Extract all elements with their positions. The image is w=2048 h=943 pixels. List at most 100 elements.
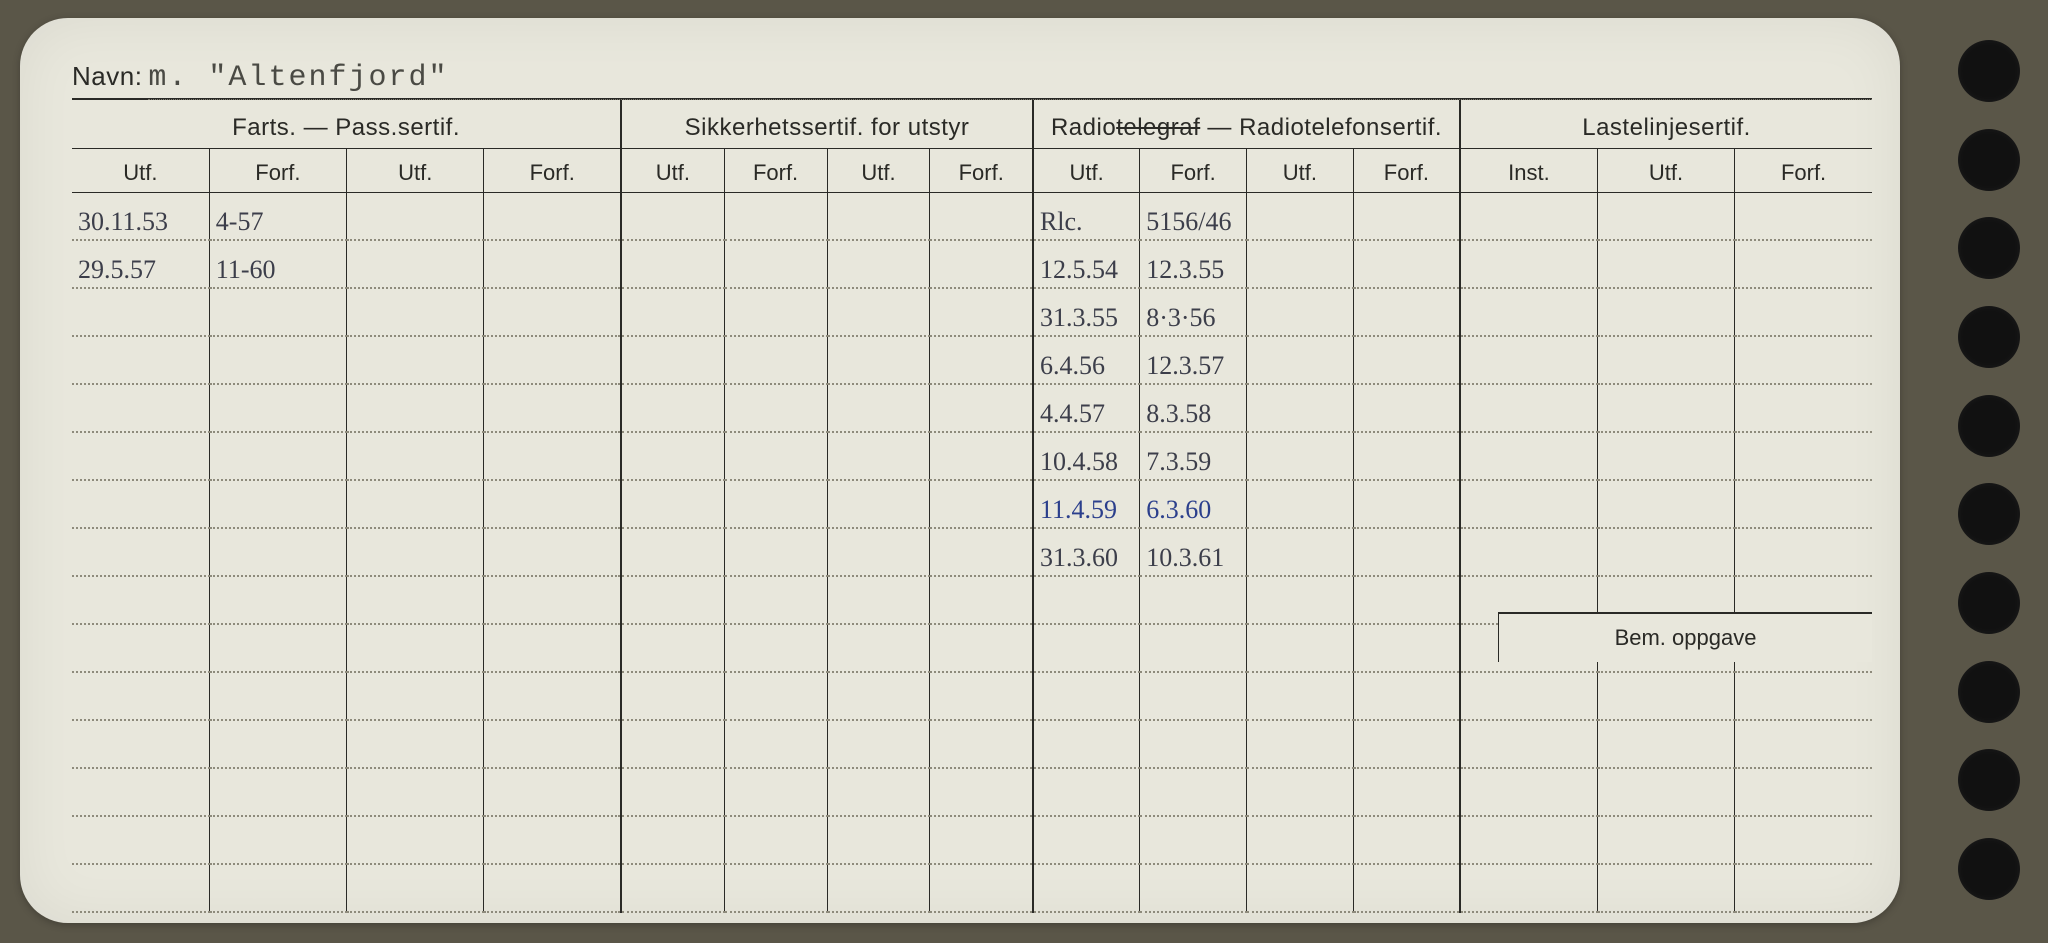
table-cell	[724, 816, 827, 864]
table-cell	[621, 816, 724, 864]
table-cell	[724, 336, 827, 384]
table-cell	[209, 432, 346, 480]
header-group: Lastelinjesertif.	[1460, 100, 1872, 148]
table-cell	[621, 624, 724, 672]
header-sub: Utf.	[347, 148, 484, 192]
table-cell	[827, 672, 930, 720]
table-cell: 7.3.59	[1140, 432, 1247, 480]
table-row	[72, 864, 1872, 912]
table-cell	[827, 480, 930, 528]
table-cell	[621, 384, 724, 432]
table-cell: 4.4.57	[1033, 384, 1140, 432]
table-cell	[72, 480, 209, 528]
table-cell: 31.3.55	[1033, 288, 1140, 336]
header-sub: Utf.	[1033, 148, 1140, 192]
table-cell	[347, 672, 484, 720]
table-cell: 6.4.56	[1033, 336, 1140, 384]
table-row: 29.5.5711-6012.5.5412.3.55	[72, 240, 1872, 288]
table-cell	[1140, 768, 1247, 816]
header-sub: Forf.	[209, 148, 346, 192]
table-cell	[930, 624, 1033, 672]
table-cell	[347, 480, 484, 528]
table-row: 10.4.587.3.59	[72, 432, 1872, 480]
table-cell	[724, 432, 827, 480]
table-cell	[1247, 432, 1354, 480]
table-cell	[1247, 384, 1354, 432]
table-cell	[484, 624, 621, 672]
table-cell: 12.3.57	[1140, 336, 1247, 384]
navn-label: Navn:	[72, 61, 148, 98]
table-cell	[1597, 864, 1734, 912]
table-cell	[209, 720, 346, 768]
table-cell	[1735, 816, 1872, 864]
table-cell	[72, 768, 209, 816]
table-cell	[827, 576, 930, 624]
table-cell	[1460, 816, 1597, 864]
table-cell	[1247, 672, 1354, 720]
table-cell: 30.11.53	[72, 192, 209, 240]
table-cell	[930, 864, 1033, 912]
table-cell	[724, 672, 827, 720]
table-cell	[209, 480, 346, 528]
header-sub: Utf.	[1247, 148, 1354, 192]
table-cell	[347, 864, 484, 912]
table-cell	[1735, 768, 1872, 816]
table-cell	[72, 864, 209, 912]
table-cell	[1597, 288, 1734, 336]
table-cell	[484, 432, 621, 480]
header-sub: Forf.	[1140, 148, 1247, 192]
table-cell	[1247, 864, 1354, 912]
navn-row: Navn: m. "Altenfjord"	[72, 48, 1872, 100]
table-cell	[1033, 672, 1140, 720]
table-cell	[1460, 864, 1597, 912]
punch-hole	[1958, 306, 2020, 368]
header-sub-row: Utf.Forf.Utf.Forf.Utf.Forf.Utf.Forf.Utf.…	[72, 148, 1872, 192]
table-cell: Rlc.	[1033, 192, 1140, 240]
table-cell	[1735, 192, 1872, 240]
table-cell	[484, 384, 621, 432]
table-cell	[1247, 624, 1354, 672]
table-cell: 8·3·56	[1140, 288, 1247, 336]
table-cell	[1460, 384, 1597, 432]
table-cell	[621, 864, 724, 912]
table-cell	[724, 864, 827, 912]
table-cell	[1033, 576, 1140, 624]
table-cell	[724, 528, 827, 576]
table-cell	[621, 240, 724, 288]
table-cell: 4-57	[209, 192, 346, 240]
table-cell	[209, 384, 346, 432]
table-cell	[1597, 384, 1734, 432]
table-cell	[347, 336, 484, 384]
punch-hole	[1958, 129, 2020, 191]
table-row: 6.4.5612.3.57	[72, 336, 1872, 384]
table-cell	[621, 336, 724, 384]
table-cell	[1597, 816, 1734, 864]
table-cell	[484, 816, 621, 864]
table-cell	[827, 192, 930, 240]
table-cell	[1735, 384, 1872, 432]
table-cell	[1247, 240, 1354, 288]
table-cell	[1140, 720, 1247, 768]
table-cell	[724, 768, 827, 816]
punch-hole	[1958, 217, 2020, 279]
table-cell	[1247, 288, 1354, 336]
table-cell	[484, 768, 621, 816]
table-cell	[724, 480, 827, 528]
table-cell	[930, 528, 1033, 576]
table-cell	[72, 336, 209, 384]
table-cell	[209, 336, 346, 384]
table-cell	[1033, 720, 1140, 768]
punch-hole-column	[1944, 40, 2034, 900]
table-cell	[827, 288, 930, 336]
table-cell	[1353, 528, 1460, 576]
table-cell	[1460, 672, 1597, 720]
table-cell	[1247, 720, 1354, 768]
cert-tbody: 30.11.534-57Rlc.5156/4629.5.5711-6012.5.…	[72, 192, 1872, 912]
bem-oppgave-label: Bem. oppgave	[1498, 612, 1872, 662]
table-cell	[1247, 816, 1354, 864]
table-cell	[724, 288, 827, 336]
table-cell	[484, 576, 621, 624]
table-cell	[930, 432, 1033, 480]
table-cell	[930, 768, 1033, 816]
table-cell	[72, 720, 209, 768]
